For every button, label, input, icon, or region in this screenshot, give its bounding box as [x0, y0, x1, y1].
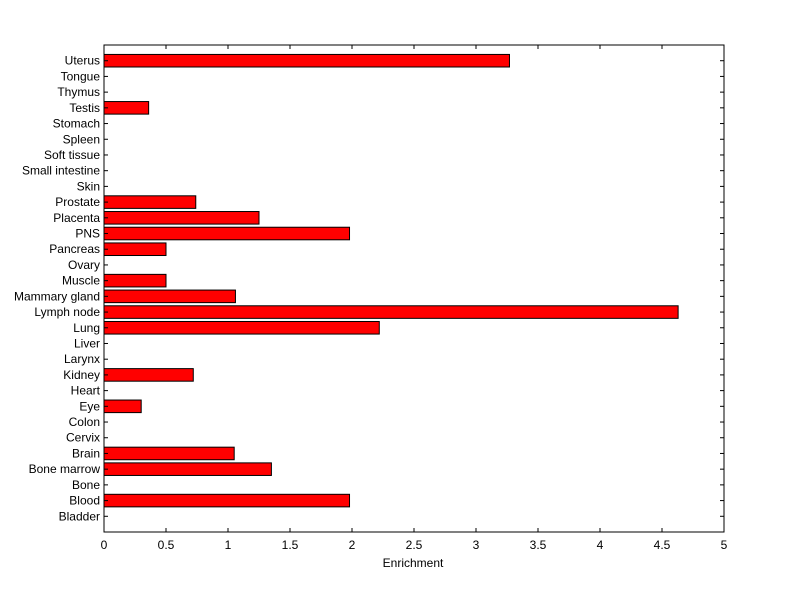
x-tick-labels: 0 0.5 1 1.5 2 2.5 3 3.5 4 4.5 5 — [101, 538, 728, 552]
category-label: Stomach — [53, 117, 100, 131]
x-tick-label: 4 — [597, 538, 604, 552]
bar — [103, 242, 167, 257]
bar — [103, 493, 351, 508]
bar — [103, 289, 236, 304]
bar — [103, 368, 194, 382]
bar — [103, 399, 142, 414]
category-label: Blood — [69, 494, 100, 508]
category-label: Bone marrow — [29, 462, 101, 476]
category-label: Cervix — [66, 431, 100, 445]
category-label: Skin — [77, 179, 100, 193]
bar — [103, 195, 197, 209]
category-label: Ovary — [68, 258, 100, 272]
x-tick-label: 2.5 — [406, 538, 423, 552]
bar — [103, 101, 150, 115]
x-tick-label: 4.5 — [654, 538, 671, 552]
category-label: Small intestine — [22, 164, 100, 178]
category-label: Thymus — [57, 85, 100, 99]
category-label: Pancreas — [49, 242, 100, 256]
category-label: Lung — [73, 321, 100, 335]
x-tick-label: 3.5 — [530, 538, 547, 552]
bar — [103, 305, 679, 319]
category-label: Soft tissue — [44, 148, 100, 162]
bar — [103, 211, 260, 225]
category-label: Testis — [69, 101, 100, 115]
category-label: Prostate — [55, 195, 100, 209]
category-label: Colon — [69, 415, 100, 429]
category-label: Tongue — [61, 69, 101, 83]
category-label: Lymph node — [34, 305, 100, 319]
category-label: Placenta — [53, 211, 100, 225]
plot-frame — [103, 44, 725, 533]
bar — [103, 226, 351, 241]
bar — [103, 320, 380, 335]
category-label: Heart — [71, 384, 101, 398]
category-label: Bladder — [59, 509, 100, 523]
bar — [103, 53, 510, 68]
x-axis-label: Enrichment — [383, 556, 444, 570]
category-label: Brain — [72, 446, 100, 460]
category-label: Spleen — [63, 132, 100, 146]
category-label: Eye — [79, 399, 100, 413]
category-label: Mammary gland — [14, 289, 100, 303]
bar — [103, 462, 272, 476]
category-label: Larynx — [64, 352, 100, 366]
x-tick-label: 5 — [721, 538, 728, 552]
category-label: Uterus — [65, 54, 100, 68]
x-tick-label: 3 — [473, 538, 480, 552]
x-tick-label: 0.5 — [158, 538, 175, 552]
category-label: PNS — [75, 227, 100, 241]
category-label: Liver — [74, 336, 100, 350]
x-tick-label: 0 — [101, 538, 108, 552]
category-label: Muscle — [62, 274, 100, 288]
x-tick-label: 1 — [225, 538, 232, 552]
bar — [103, 446, 235, 461]
x-tick-label: 2 — [349, 538, 356, 552]
category-label: Kidney — [63, 368, 100, 382]
category-label: Bone — [72, 478, 100, 492]
bar — [103, 273, 167, 288]
ticks-group — [103, 45, 725, 532]
x-tick-label: 1.5 — [282, 538, 299, 552]
